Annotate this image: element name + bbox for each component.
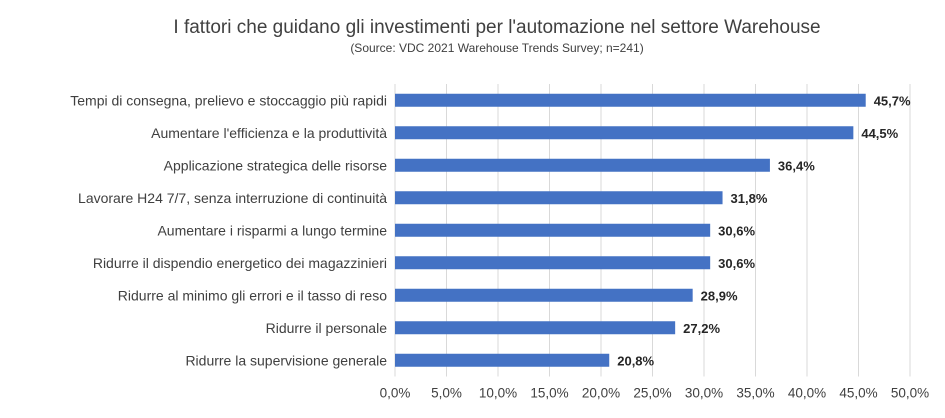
x-tick-label: 10,0% (479, 386, 517, 401)
bar (395, 191, 723, 205)
category-label: Applicazione strategica delle risorse (164, 157, 388, 173)
category-label: Lavorare H24 7/7, senza interruzione di … (78, 190, 387, 206)
bar (395, 158, 770, 172)
data-label: 28,9% (701, 288, 738, 303)
x-tick-label: 0,0% (380, 386, 411, 401)
bar (395, 321, 676, 335)
x-tick-label: 45,0% (839, 386, 877, 401)
bar (395, 223, 711, 237)
x-tick-label: 5,0% (431, 386, 462, 401)
labels: 0,0% 5,0% 10,0% 15,0% 20,0% 25,0% 30,0% 35,0% 40… (70, 92, 929, 400)
x-tick-label: 15,0% (530, 386, 568, 401)
x-tick-label: 40,0% (788, 386, 826, 401)
data-label: 44,5% (861, 126, 898, 141)
x-tick-label: 30,0% (685, 386, 723, 401)
x-tick-label: 35,0% (736, 386, 774, 401)
x-tick-label: 20,0% (582, 386, 620, 401)
bar (395, 126, 854, 140)
data-label: 30,6% (718, 223, 755, 238)
category-label: Ridurre il dispendio energetico dei maga… (93, 255, 387, 271)
bar (395, 288, 693, 302)
category-label: Aumentare i risparmi a lungo termine (157, 222, 387, 238)
data-label: 45,7% (874, 93, 911, 108)
bar (395, 93, 866, 107)
category-label: Ridurre al minimo gli errori e il tasso … (118, 287, 387, 303)
category-label: Ridurre il personale (266, 320, 388, 336)
x-tick-label: 25,0% (633, 386, 671, 401)
bar (395, 353, 610, 367)
chart-title: I fattori che guidano gli investimenti p… (173, 17, 820, 38)
category-label: Ridurre la supervisione generale (185, 352, 387, 368)
data-label: 20,8% (617, 353, 654, 368)
data-label: 31,8% (731, 191, 768, 206)
bars (395, 93, 866, 367)
category-label: Tempi di consegna, prelievo e stoccaggio… (70, 92, 387, 108)
data-label: 30,6% (718, 256, 755, 271)
chart-subtitle: (Source: VDC 2021 Warehouse Trends Surve… (350, 41, 643, 55)
data-label: 36,4% (778, 158, 815, 173)
category-label: Aumentare l'efficienza e la produttività (151, 125, 387, 141)
x-tick-label: 50,0% (891, 386, 929, 401)
data-label: 27,2% (683, 321, 720, 336)
bar (395, 256, 711, 270)
